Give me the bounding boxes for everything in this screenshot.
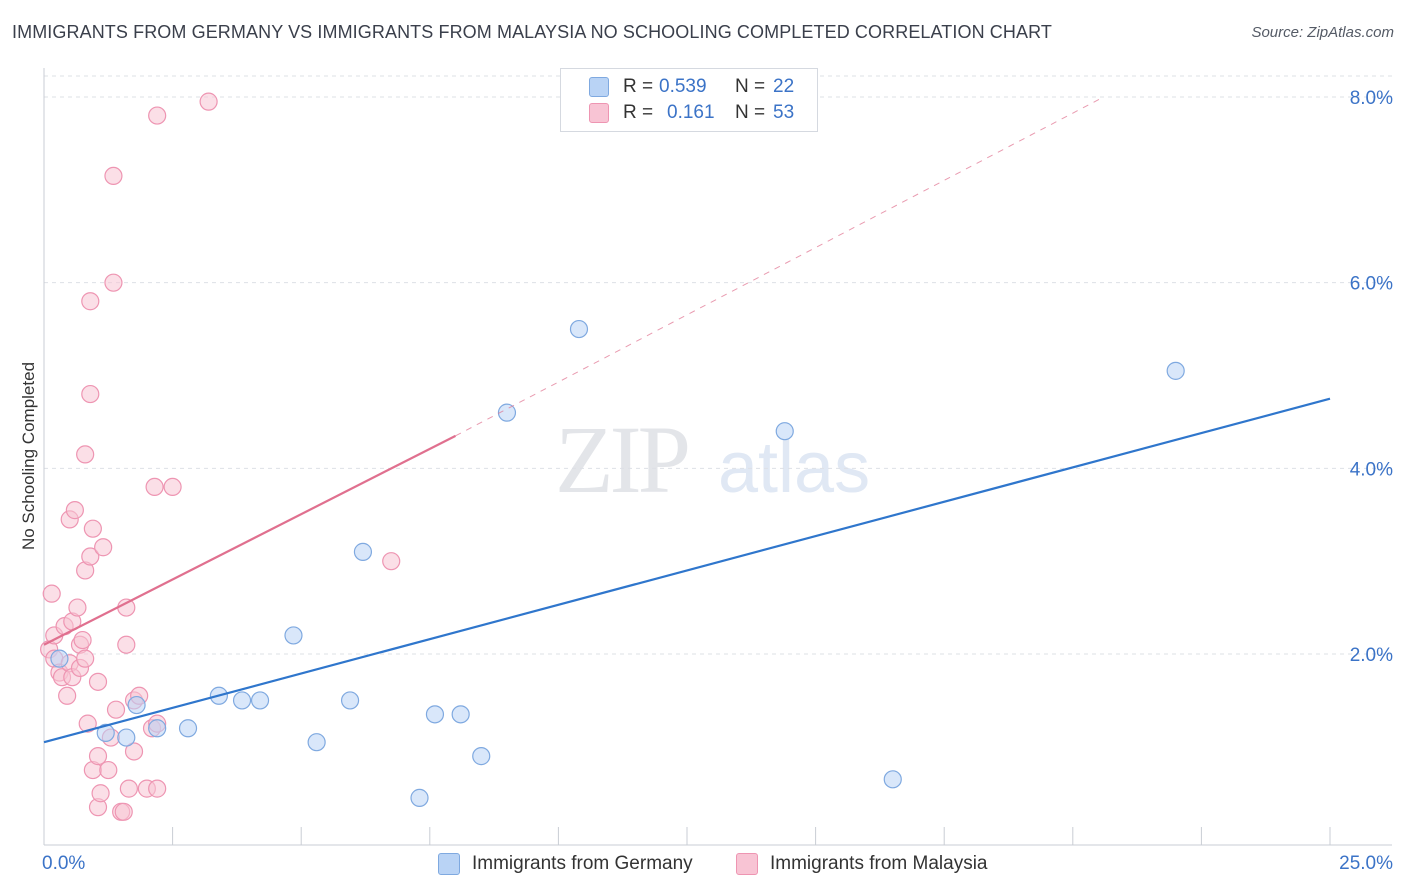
germany-point (472, 747, 491, 766)
malaysia-point (81, 384, 100, 404)
legend-n-label: N = (735, 76, 766, 97)
malaysia-trend-line (43, 434, 457, 646)
malaysia-point (81, 547, 100, 566)
malaysia-point (42, 584, 61, 603)
germany-point (50, 649, 69, 668)
malaysia-point (119, 779, 138, 798)
malaysia-point (199, 92, 218, 111)
germany-point (117, 728, 136, 747)
bottom-legend-label-germany: Immigrants from Germany (472, 853, 693, 874)
germany-trend-line (43, 397, 1331, 744)
malaysia-point (382, 552, 401, 571)
germany-point (96, 723, 115, 743)
germany-point (451, 705, 470, 724)
legend-swatch-malaysia (589, 103, 609, 123)
malaysia-point (117, 635, 136, 654)
germany-point (353, 542, 373, 561)
watermark-zip: ZIP (555, 406, 688, 513)
malaysia-point (81, 292, 100, 311)
malaysia-point (99, 760, 118, 780)
y-tick-label: 4.0% (1350, 459, 1393, 480)
x-tick-label-max: 25.0% (1339, 853, 1393, 874)
malaysia-point (148, 779, 167, 798)
malaysia-point (106, 700, 126, 719)
germany-point (307, 733, 326, 752)
germany-point (178, 719, 198, 738)
x-tick-label-min: 0.0% (42, 853, 85, 874)
malaysia-point (65, 501, 84, 520)
gridlines (44, 75, 1392, 655)
germany-point (250, 691, 270, 710)
legend-r-germany: 0.539 (659, 76, 707, 97)
germany-point (340, 691, 360, 710)
chart-title: IMMIGRANTS FROM GERMANY VS IMMIGRANTS FR… (12, 22, 1052, 42)
y-tick-label: 8.0% (1350, 88, 1393, 109)
germany-point (148, 719, 167, 738)
y-tick-label: 2.0% (1350, 645, 1393, 666)
germany-point (127, 695, 146, 715)
malaysia-point (78, 714, 97, 733)
malaysia-point (163, 477, 182, 496)
legend-swatch-germany (589, 77, 609, 97)
germany-point (284, 626, 303, 645)
germany-point (425, 705, 445, 724)
germany-point (569, 319, 589, 339)
correlation-legend: R = 0.539 N = 22 R = 0.161 N = 53 (560, 68, 818, 132)
y-axis-label: No Schooling Completed (19, 362, 38, 550)
legend-r-label: R = (623, 76, 654, 97)
malaysia-point (83, 519, 102, 538)
legend-row-germany: R = 0.539 N = 22 (589, 75, 794, 99)
malaysia-point (88, 672, 108, 691)
legend-row-malaysia: R = 0.161 N = 53 (589, 101, 794, 125)
malaysia-point (88, 747, 108, 766)
malaysia-point (104, 273, 123, 292)
malaysia-point (145, 477, 164, 496)
legend-r-malaysia: 0.161 (667, 102, 715, 123)
malaysia-points (40, 92, 401, 821)
bottom-legend-germany: Immigrants from Germany (438, 852, 693, 876)
x-tick-labels: 0.0% 25.0% (42, 853, 1393, 874)
malaysia-point (76, 649, 95, 668)
malaysia-point (58, 686, 77, 705)
trend-lines (43, 96, 1331, 744)
watermark: ZIP atlas (555, 406, 870, 513)
germany-point (232, 691, 252, 710)
malaysia-point (68, 598, 87, 617)
germany-point (497, 403, 517, 422)
malaysia-point (76, 445, 95, 464)
legend-n-germany: 22 (773, 76, 795, 97)
malaysia-trend-extension (455, 96, 1104, 437)
malaysia-point (148, 106, 167, 125)
bottom-legend-swatch-malaysia (736, 853, 758, 875)
legend-n-label: N = (735, 102, 766, 123)
malaysia-point (117, 598, 136, 617)
legend-r-label: R = (623, 102, 654, 123)
germany-point (883, 770, 902, 789)
y-tick-label: 6.0% (1350, 274, 1393, 295)
germany-points (50, 319, 1185, 807)
malaysia-point (104, 166, 123, 186)
y-tick-labels: 2.0% 4.0% 6.0% 8.0% (1350, 88, 1393, 666)
germany-point (1166, 361, 1185, 380)
malaysia-point (94, 538, 113, 557)
legend-n-malaysia: 53 (773, 102, 795, 123)
malaysia-point (114, 802, 133, 821)
axes (43, 68, 1392, 846)
germany-point (410, 788, 429, 807)
bottom-legend-malaysia: Immigrants from Malaysia (736, 852, 988, 876)
malaysia-point (91, 784, 110, 803)
germany-point (775, 422, 794, 441)
malaysia-point (73, 630, 92, 650)
malaysia-point (124, 742, 144, 761)
bottom-legend-label-malaysia: Immigrants from Malaysia (770, 853, 988, 874)
bottom-legend-swatch-germany (438, 853, 460, 875)
source-label: Source: ZipAtlas.com (1251, 24, 1394, 41)
